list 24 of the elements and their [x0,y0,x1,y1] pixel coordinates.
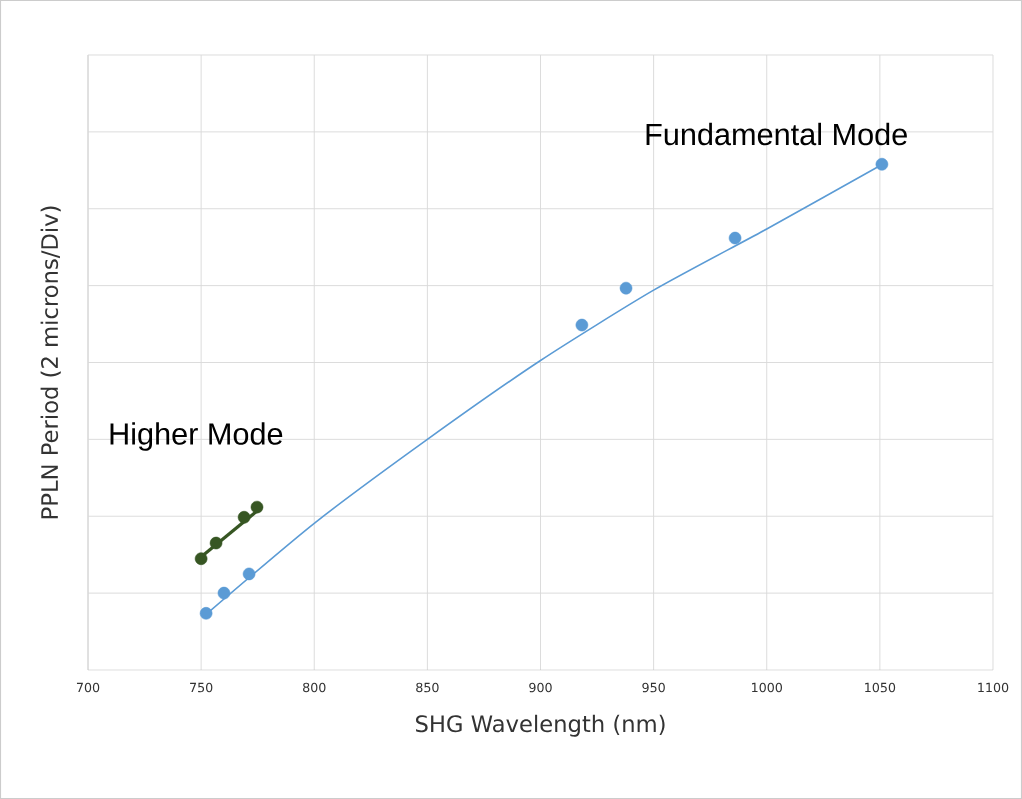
x-tick-label: 800 [303,682,326,693]
point [209,536,223,550]
point [217,586,231,600]
x-tick-label: 1100 [978,682,1009,693]
point [575,318,589,332]
x-tick-label: 950 [642,682,665,693]
y-axis-title: PPLN Period (2 microns/Div) [40,206,61,519]
x-tick-label: 750 [190,682,213,693]
x-tick-label: 900 [529,682,552,693]
point [250,500,264,514]
point [728,231,742,245]
series-label: Higher Mode [110,422,283,451]
x-tick-label: 1050 [865,682,896,693]
x-tick-label: 850 [416,682,439,693]
point [619,281,633,295]
point [237,510,251,524]
x-tick-label: 1000 [752,682,783,693]
x-tick-label: 700 [76,682,100,693]
point [242,567,256,581]
point [199,607,213,620]
x-axis-title: SHG Wavelength (nm) [415,714,665,737]
series-label: Fundamental Mode [646,122,907,146]
point [875,157,889,171]
point [194,552,208,565]
